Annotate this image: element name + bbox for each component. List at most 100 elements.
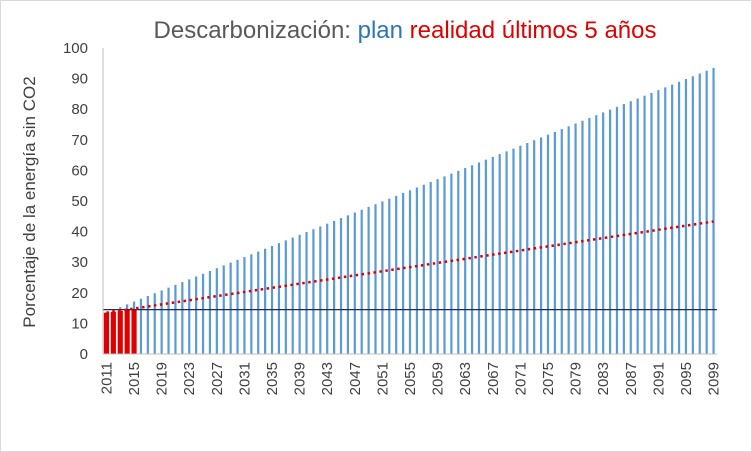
plan-bar-2070 (512, 148, 515, 354)
reality-bar-2013 (117, 310, 123, 354)
plan-bar-2057 (422, 184, 425, 354)
plan-bar-2095 (684, 79, 688, 354)
plan-bar-2087 (629, 101, 632, 354)
plan-bar-2027 (215, 268, 218, 354)
x-tick-label-2011: 2011 (98, 362, 115, 394)
plan-bar-2053 (395, 195, 398, 354)
x-tick-label-2027: 2027 (209, 362, 226, 395)
plan-bar-2064 (470, 165, 474, 354)
plan-bar-2048 (360, 209, 363, 354)
plan-bar-2066 (484, 159, 487, 354)
plan-bar-2026 (208, 270, 212, 354)
y-tick-label-50: 50 (71, 193, 88, 210)
plan-bar-2072 (526, 142, 529, 354)
plan-bar-2025 (201, 273, 205, 354)
plan-bar-2032 (250, 254, 253, 354)
y-tick-label-60: 60 (71, 162, 88, 179)
plan-bar-2058 (429, 181, 432, 354)
plan-bar-2091 (657, 90, 660, 355)
y-tick-label-40: 40 (71, 224, 88, 241)
plan-bar-2090 (650, 92, 653, 354)
plan-bar-2038 (291, 237, 294, 354)
plan-bar-2051 (381, 201, 384, 354)
x-tick-label-2079: 2079 (568, 362, 585, 395)
plan-bar-2016 (139, 298, 143, 354)
plan-bar-2079 (574, 123, 577, 354)
plan-bar-2043 (326, 223, 329, 354)
plan-bar-2017 (146, 295, 149, 354)
plan-bar-2061 (450, 173, 453, 354)
plan-bar-2092 (664, 87, 667, 354)
y-tick-label-100: 100 (63, 40, 88, 57)
x-tick-label-2039: 2039 (292, 362, 309, 395)
x-tick-label-2059: 2059 (430, 362, 447, 395)
plan-bar-2075 (546, 134, 550, 354)
plan-bar-2097 (698, 73, 701, 354)
y-tick-label-10: 10 (71, 315, 88, 332)
title-part-2: plan (357, 17, 410, 44)
plan-bar-2044 (333, 220, 336, 354)
plan-bar-2042 (319, 226, 322, 354)
plan-bar-2041 (312, 229, 315, 354)
plan-bar-2031 (243, 257, 246, 354)
plan-bar-2098 (705, 70, 708, 355)
plan-bar-2093 (671, 84, 674, 355)
trendline (106, 220, 714, 314)
x-tick-label-2019: 2019 (154, 362, 171, 395)
plan-bar-2040 (305, 232, 308, 354)
x-tick-label-2051: 2051 (374, 362, 391, 395)
x-tick-label-2083: 2083 (595, 362, 612, 395)
plan-bar-2037 (284, 240, 287, 354)
reality-bar-2014 (124, 309, 130, 354)
plan-bar-2088 (636, 98, 639, 355)
plan-bar-2036 (277, 243, 281, 354)
plan-bar-2021 (174, 284, 177, 354)
plan-bar-2063 (464, 168, 467, 354)
x-tick-label-2043: 2043 (319, 362, 336, 395)
plan-bar-2060 (443, 176, 446, 354)
y-tick-label-0: 0 (80, 346, 88, 363)
x-tick-label-2055: 2055 (402, 362, 419, 395)
x-tick-label-2031: 2031 (236, 362, 253, 395)
plan-bar-2069 (505, 151, 508, 354)
x-tick-label-2091: 2091 (650, 362, 667, 395)
x-tick-label-2047: 2047 (347, 362, 364, 395)
reality-bar-2012 (110, 311, 116, 354)
plan-bar-2029 (229, 262, 232, 354)
plan-bar-2073 (533, 140, 536, 354)
plan-bar-2084 (608, 109, 612, 354)
plan-bar-2080 (581, 120, 584, 355)
y-tick-label-90: 90 (71, 71, 88, 88)
plan-bar-2046 (346, 215, 350, 354)
x-tick-label-2071: 2071 (512, 362, 529, 395)
chart-title: Descarbonización: plan realidad últimos … (0, 17, 752, 45)
plan-bar-2081 (588, 117, 591, 354)
plan-bar-2035 (270, 245, 274, 354)
plan-bar-2050 (374, 204, 377, 354)
plan-bar-2019 (160, 290, 163, 354)
plan-bar-2094 (677, 81, 681, 355)
plan-bar-2071 (519, 145, 522, 354)
title-part-3: realidad últimos 5 años (409, 17, 657, 44)
x-tick-label-2075: 2075 (540, 362, 557, 395)
plan-bar-2033 (257, 251, 260, 354)
plan-bar-2074 (539, 137, 543, 354)
plan-bar-2045 (339, 218, 343, 354)
plan-bar-2083 (602, 112, 605, 354)
x-tick-label-2023: 2023 (181, 362, 198, 395)
reality-bar-2011 (103, 312, 110, 354)
x-tick-label-2099: 2099 (706, 362, 723, 395)
plan-bar-2056 (415, 187, 419, 354)
plan-bar-2034 (264, 248, 267, 354)
x-tick-label-2063: 2063 (457, 362, 474, 395)
reality-bar-2015 (131, 309, 137, 354)
y-tick-label-30: 30 (71, 254, 88, 271)
plan-bar-2096 (691, 76, 694, 355)
x-tick-label-2095: 2095 (678, 362, 695, 395)
plan-bar-2023 (188, 279, 191, 354)
plan-bar-2052 (388, 198, 391, 354)
plan-bar-2024 (195, 276, 198, 354)
plan-bar-2039 (298, 234, 301, 354)
title-part-1: Descarbonización: (153, 17, 358, 44)
